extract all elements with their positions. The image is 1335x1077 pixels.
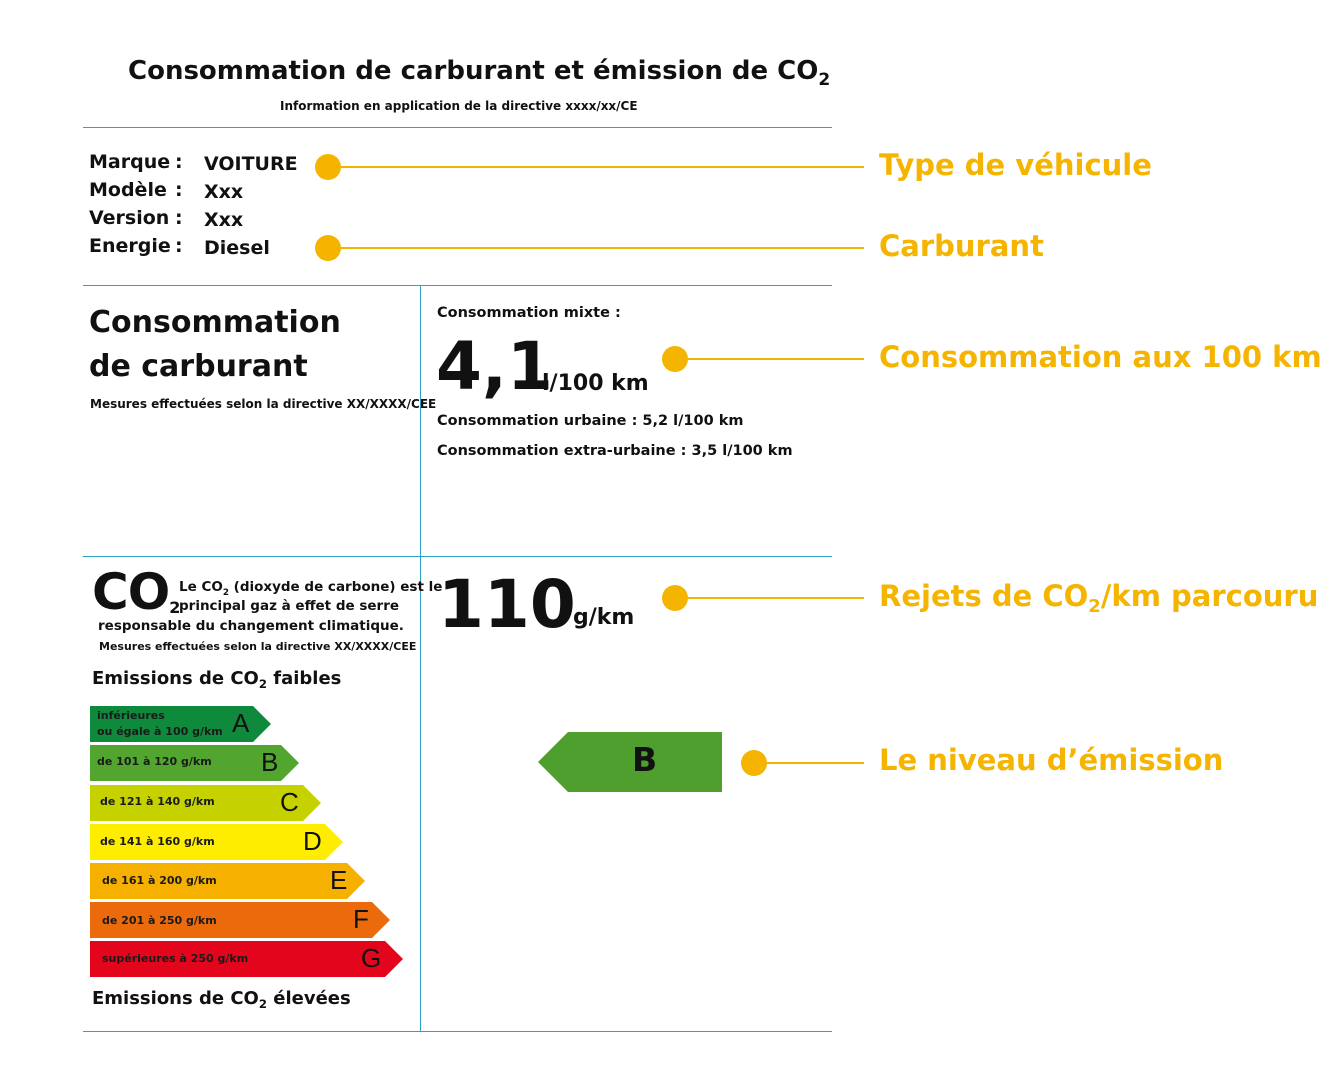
mixed-consumption-value: 4,1 <box>436 328 553 405</box>
callout-vehicle-type: Type de véhicule <box>879 148 1152 182</box>
vehicle-sep-modele: : <box>175 179 183 201</box>
band-a-label2: ou égale à 100 g/km <box>97 725 223 738</box>
callout-dot-co2 <box>662 585 688 611</box>
band-b-letter: B <box>261 747 279 777</box>
divider-consumption <box>83 556 832 557</box>
vehicle-value-marque: VOITURE <box>204 153 298 175</box>
callout-co2: Rejets de CO2/km parcouru <box>879 579 1319 617</box>
band-a-shape <box>90 706 271 742</box>
vehicle-value-energie: Diesel <box>204 237 270 259</box>
band-c-arrow <box>90 785 321 821</box>
callout-fuel: Carburant <box>879 229 1044 263</box>
band-d-label: de 141 à 160 g/km <box>100 835 215 848</box>
co2-note: Mesures effectuées selon la directive XX… <box>99 640 417 653</box>
band-d: de 141 à 160 g/km D <box>90 824 343 860</box>
vehicle-label-marque: Marque <box>89 151 171 173</box>
band-e-shape <box>90 863 365 899</box>
divider-vertical <box>420 285 421 1032</box>
band-f-arrow <box>90 902 390 938</box>
band-d-letter: D <box>303 826 322 856</box>
vehicle-sep-energie: : <box>175 235 183 257</box>
vehicle-value-version: Xxx <box>204 209 244 231</box>
band-e-label: de 161 à 200 g/km <box>102 874 217 887</box>
band-c: de 121 à 140 g/km C <box>90 785 321 821</box>
emission-level-letter: B <box>632 740 658 779</box>
band-e-arrow <box>90 863 365 899</box>
emission-level-shape <box>538 732 722 792</box>
band-a: inférieures ou égale à 100 g/km A <box>90 706 271 742</box>
band-g-shape <box>90 941 403 977</box>
band-d-shape <box>90 824 343 860</box>
callout-consumption: Consommation aux 100 km <box>879 340 1322 374</box>
mixed-consumption-unit: l/100 km <box>542 371 649 396</box>
extra-urban-consumption: Consommation extra-urbaine : 3,5 l/100 k… <box>437 443 793 459</box>
vehicle-label-version: Version <box>89 207 170 229</box>
consumption-heading-line2: de carburant <box>89 349 308 384</box>
band-g-label: supérieures à 250 g/km <box>102 952 249 965</box>
band-b: de 101 à 120 g/km B <box>90 745 299 781</box>
band-e-letter: E <box>330 865 348 895</box>
callout-line-consumption <box>685 358 864 360</box>
high-emissions-label: Emissions de CO2 élevées <box>92 988 351 1011</box>
band-d-arrow <box>90 824 343 860</box>
band-f-letter: F <box>353 904 369 934</box>
low-emissions-label: Emissions de CO2 faibles <box>92 668 342 691</box>
callout-dot-vehicle-type <box>315 154 341 180</box>
consumption-note: Mesures effectuées selon la directive XX… <box>90 397 437 411</box>
band-c-shape <box>90 785 321 821</box>
callout-line-level <box>764 762 864 764</box>
divider-bottom <box>83 1031 832 1032</box>
band-e: de 161 à 200 g/km E <box>90 863 365 899</box>
emission-level-arrow <box>538 732 722 792</box>
label-subtitle: Information en application de la directi… <box>280 99 638 113</box>
co2-desc-line1: Le CO2 (dioxyde de carbone) est le <box>179 579 443 598</box>
callout-line-fuel <box>338 247 864 249</box>
vehicle-label-energie: Energie <box>89 235 171 257</box>
label-title: Consommation de carburant et émission de… <box>128 56 831 90</box>
band-b-label: de 101 à 120 g/km <box>97 755 212 768</box>
band-f-shape <box>90 902 390 938</box>
callout-line-co2 <box>685 597 864 599</box>
band-f-label: de 201 à 250 g/km <box>102 914 217 927</box>
consumption-heading-line1: Consommation <box>89 305 341 340</box>
co2-unit: g/km <box>573 605 635 630</box>
co2-desc-line2: principal gaz à effet de serre <box>179 598 400 614</box>
divider-vehicle <box>83 285 832 286</box>
divider-top <box>83 127 832 128</box>
band-g-letter: G <box>361 943 382 973</box>
co2-value: 110 <box>438 566 576 643</box>
vehicle-label-modele: Modèle <box>89 179 167 201</box>
callout-dot-fuel <box>315 235 341 261</box>
callout-dot-level <box>741 750 767 776</box>
band-a-arrow <box>90 706 271 742</box>
band-c-letter: C <box>280 787 299 817</box>
vehicle-sep-version: : <box>175 207 183 229</box>
co2-logo: CO2 <box>92 563 180 621</box>
vehicle-value-modele: Xxx <box>204 181 244 203</box>
band-b-arrow <box>90 745 299 781</box>
mixed-consumption-label: Consommation mixte : <box>437 305 621 321</box>
band-c-label: de 121 à 140 g/km <box>100 795 215 808</box>
vehicle-sep-marque: : <box>175 151 183 173</box>
co2-desc-line3: responsable du changement climatique. <box>98 618 404 634</box>
band-f: de 201 à 250 g/km F <box>90 902 390 938</box>
band-b-shape <box>90 745 299 781</box>
band-g: supérieures à 250 g/km G <box>90 941 403 977</box>
urban-consumption: Consommation urbaine : 5,2 l/100 km <box>437 413 744 429</box>
callout-level: Le niveau d’émission <box>879 743 1224 777</box>
callout-dot-consumption <box>662 346 688 372</box>
band-g-arrow <box>90 941 403 977</box>
callout-line-vehicle-type <box>338 166 864 168</box>
band-a-letter: A <box>232 708 250 738</box>
band-a-label1: inférieures <box>97 709 165 722</box>
